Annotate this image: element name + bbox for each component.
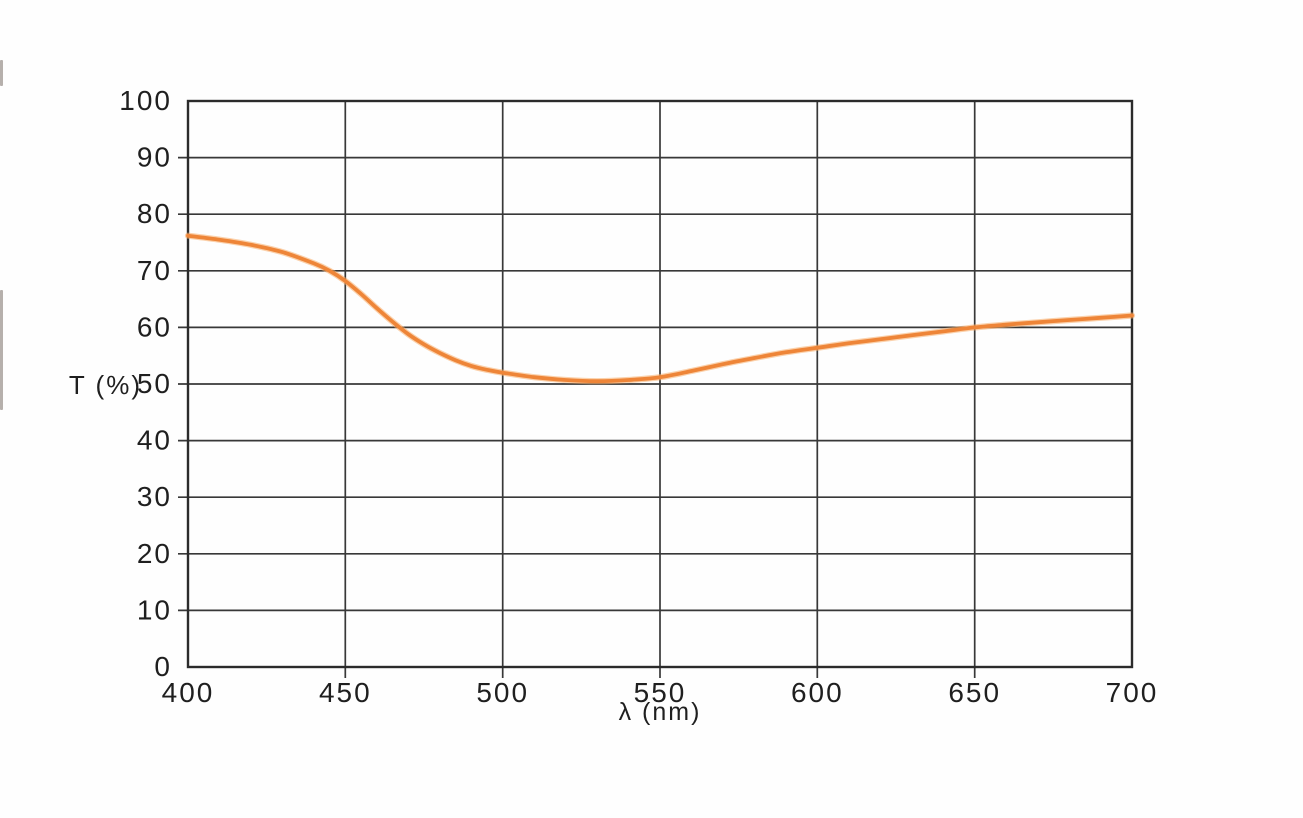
plot-border — [186, 99, 1134, 669]
scan-edge-artifact — [0, 290, 3, 410]
x-axis-title: λ (nm) — [618, 698, 702, 726]
x-tick-label: 450 — [319, 677, 372, 708]
x-tick-label: 550 — [634, 677, 687, 708]
x-tick-label: 650 — [948, 677, 1001, 708]
y-tick-label: 60 — [137, 311, 172, 342]
scan-edge-artifact — [0, 60, 3, 86]
x-tick-label: 500 — [476, 677, 529, 708]
y-tick-label: 30 — [137, 481, 172, 512]
y-tick-label: 90 — [137, 142, 172, 173]
x-tick-label: 700 — [1106, 677, 1159, 708]
y-tick-label: 0 — [154, 651, 172, 682]
transmittance-curve — [186, 233, 1134, 384]
x-tick-label: 600 — [791, 677, 844, 708]
y-tick-label: 20 — [137, 538, 172, 569]
y-tick-label: 50 — [137, 368, 172, 399]
y-tick-label: 100 — [119, 85, 172, 116]
y-tick-label: 10 — [137, 594, 172, 625]
y-axis-title: T (%) — [68, 370, 142, 400]
y-tick-label: 80 — [137, 198, 172, 229]
y-tick-label: 70 — [137, 255, 172, 286]
y-tick-label: 40 — [137, 425, 172, 456]
x-tick-label: 400 — [162, 677, 215, 708]
